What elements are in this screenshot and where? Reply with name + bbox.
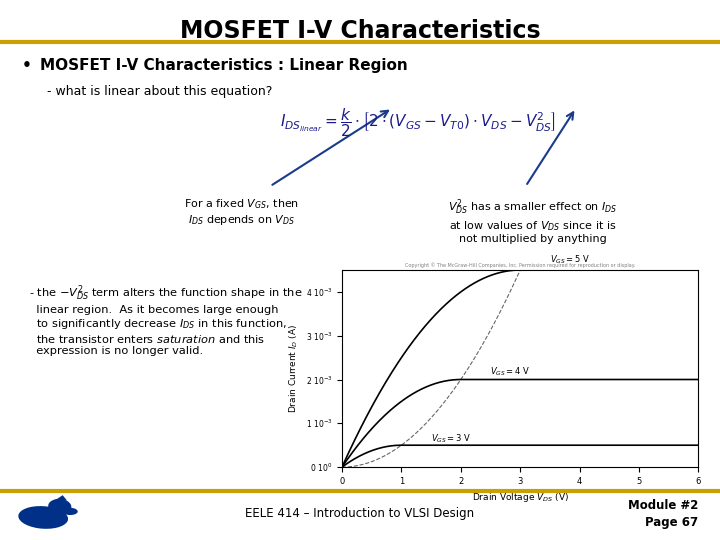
Text: $V_{GS}=4$ V: $V_{GS}=4$ V (490, 365, 531, 378)
Title: Copyright © The McGraw-Hill Companies, Inc. Permission required for reproduction: Copyright © The McGraw-Hill Companies, I… (405, 262, 635, 268)
Ellipse shape (18, 506, 68, 529)
Text: •: • (22, 58, 32, 73)
Text: - the $-V_{DS}^2$ term alters the function shape in the
  linear region.  As it : - the $-V_{DS}^2$ term alters the functi… (29, 284, 302, 356)
Y-axis label: Drain Current $I_D$ (A): Drain Current $I_D$ (A) (288, 324, 300, 413)
Text: Module #2: Module #2 (628, 500, 698, 512)
Ellipse shape (62, 508, 78, 515)
Text: MOSFET I-V Characteristics : Linear Region: MOSFET I-V Characteristics : Linear Regi… (40, 58, 408, 73)
Text: For a fixed $V_{GS}$, then
$I_{DS}$ depends on $V_{DS}$: For a fixed $V_{GS}$, then $I_{DS}$ depe… (184, 197, 299, 227)
Text: - what is linear about this equation?: - what is linear about this equation? (47, 85, 272, 98)
Text: $I_{DS_{linear}} = \dfrac{k}{2} \cdot \left[2 \cdot (V_{GS} - V_{T0}) \cdot V_{D: $I_{DS_{linear}} = \dfrac{k}{2} \cdot \l… (280, 106, 556, 139)
Text: $V_{DS}^2$ has a smaller effect on $I_{DS}$
at low values of $V_{DS}$ since it i: $V_{DS}^2$ has a smaller effect on $I_{D… (448, 197, 618, 244)
Text: EELE 414 – Introduction to VLSI Design: EELE 414 – Introduction to VLSI Design (246, 507, 474, 519)
Text: Page 67: Page 67 (645, 516, 698, 529)
Text: $V_{GS}=5$ V: $V_{GS}=5$ V (550, 254, 590, 266)
Text: MOSFET I-V Characteristics: MOSFET I-V Characteristics (180, 19, 540, 43)
X-axis label: Drain Voltage $V_{DS}$ (V): Drain Voltage $V_{DS}$ (V) (472, 491, 569, 504)
Text: $V_{GS}=3$ V: $V_{GS}=3$ V (431, 432, 472, 445)
Ellipse shape (48, 499, 71, 514)
Polygon shape (55, 495, 67, 501)
